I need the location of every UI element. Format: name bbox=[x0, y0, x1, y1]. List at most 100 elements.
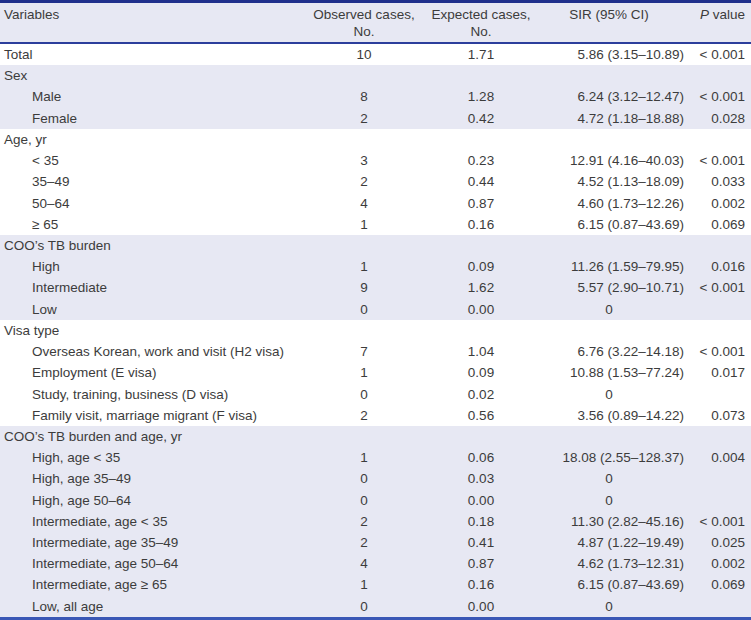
row-label: High, age 35–49 bbox=[0, 468, 300, 489]
sir-cell: 0 bbox=[534, 596, 684, 617]
observed-cell: 1 bbox=[300, 447, 428, 468]
expected-cell: 1.71 bbox=[428, 44, 534, 65]
observed-cell: 1 bbox=[300, 214, 428, 235]
table-row: Low 0 0.00 0 bbox=[0, 299, 751, 320]
row-label: High bbox=[0, 256, 300, 277]
pvalue-cell: 0.016 bbox=[684, 256, 751, 277]
sir-cell: 4.72 (1.18–18.88) bbox=[534, 108, 684, 129]
col-header-sir-ci: SIR (95% CI) bbox=[534, 3, 684, 42]
sir-cell: 0 bbox=[534, 299, 684, 320]
observed-cell bbox=[300, 65, 428, 86]
table-row: Age, yr bbox=[0, 129, 751, 150]
pvalue-cell: 0.002 bbox=[684, 553, 751, 574]
sir-cell: 11.30 (2.82–45.16) bbox=[534, 511, 684, 532]
sir-cell bbox=[534, 320, 684, 341]
observed-cell: 10 bbox=[300, 44, 428, 65]
pvalue-cell: < 0.001 bbox=[684, 44, 751, 65]
expected-cell: 0.00 bbox=[428, 490, 534, 511]
expected-cell: 0.23 bbox=[428, 150, 534, 171]
expected-cell: 0.56 bbox=[428, 405, 534, 426]
table-row: Visa type bbox=[0, 320, 751, 341]
observed-cell bbox=[300, 320, 428, 341]
row-label: Female bbox=[0, 108, 300, 129]
expected-cell: 0.41 bbox=[428, 532, 534, 553]
sir-cell bbox=[534, 129, 684, 150]
observed-cell: 2 bbox=[300, 532, 428, 553]
pvalue-cell: < 0.001 bbox=[684, 341, 751, 362]
expected-cell: 1.62 bbox=[428, 277, 534, 298]
row-label: ≥ 65 bbox=[0, 214, 300, 235]
table-row: Female 2 0.42 4.72 (1.18–18.88) 0.028 bbox=[0, 108, 751, 129]
row-label: Low bbox=[0, 299, 300, 320]
pvalue-cell: < 0.001 bbox=[684, 150, 751, 171]
sir-cell bbox=[534, 235, 684, 256]
sir-cell bbox=[534, 426, 684, 447]
pvalue-cell: 0.025 bbox=[684, 532, 751, 553]
sir-cell: 0 bbox=[534, 384, 684, 405]
observed-cell bbox=[300, 129, 428, 150]
expected-cell: 0.16 bbox=[428, 214, 534, 235]
expected-cell: 0.00 bbox=[428, 299, 534, 320]
observed-cell bbox=[300, 426, 428, 447]
pvalue-cell: 0.028 bbox=[684, 108, 751, 129]
pvalue-cell bbox=[684, 320, 751, 341]
row-group-label: Sex bbox=[0, 65, 300, 86]
expected-cell: 0.42 bbox=[428, 108, 534, 129]
sir-cell: 6.15 (0.87–43.69) bbox=[534, 214, 684, 235]
row-label: Family visit, marriage migrant (F visa) bbox=[0, 405, 300, 426]
table-row: High, age 50–64 0 0.00 0 bbox=[0, 490, 751, 511]
row-label: Intermediate, age ≥ 65 bbox=[0, 574, 300, 595]
pvalue-cell: 0.017 bbox=[684, 362, 751, 383]
table-row: Sex bbox=[0, 65, 751, 86]
sir-results-table: Variables Observed cases, No. Expected c… bbox=[0, 0, 751, 620]
table-row: Low, all age 0 0.00 0 bbox=[0, 596, 751, 617]
pvalue-cell: 0.004 bbox=[684, 447, 751, 468]
pvalue-cell bbox=[684, 65, 751, 86]
p-value-rest: value bbox=[709, 7, 745, 22]
observed-cell: 1 bbox=[300, 574, 428, 595]
row-label: Employment (E visa) bbox=[0, 362, 300, 383]
table-row: High, age < 35 1 0.06 18.08 (2.55–128.37… bbox=[0, 447, 751, 468]
pvalue-cell: 0.033 bbox=[684, 171, 751, 192]
pvalue-cell bbox=[684, 426, 751, 447]
row-label: < 35 bbox=[0, 150, 300, 171]
col-header-observed-cases: Observed cases, No. bbox=[300, 3, 428, 42]
expected-cell bbox=[428, 65, 534, 86]
row-label: Intermediate, age 50–64 bbox=[0, 553, 300, 574]
sir-cell: 3.56 (0.89–14.22) bbox=[534, 405, 684, 426]
observed-cell: 2 bbox=[300, 108, 428, 129]
table-row: Intermediate, age < 35 2 0.18 11.30 (2.8… bbox=[0, 511, 751, 532]
row-label: Intermediate bbox=[0, 277, 300, 298]
table-row: High, age 35–49 0 0.03 0 bbox=[0, 468, 751, 489]
observed-cell: 2 bbox=[300, 171, 428, 192]
sir-cell: 4.87 (1.22–19.49) bbox=[534, 532, 684, 553]
table-row: Male 8 1.28 6.24 (3.12–12.47) < 0.001 bbox=[0, 86, 751, 107]
col-header-variables: Variables bbox=[0, 3, 300, 42]
sir-cell: 5.57 (2.90–10.71) bbox=[534, 277, 684, 298]
table-row: < 35 3 0.23 12.91 (4.16–40.03) < 0.001 bbox=[0, 150, 751, 171]
table-row: Study, training, business (D visa) 0 0.0… bbox=[0, 384, 751, 405]
observed-cell: 1 bbox=[300, 256, 428, 277]
row-label: Intermediate, age 35–49 bbox=[0, 532, 300, 553]
sir-cell: 6.15 (0.87–43.69) bbox=[534, 574, 684, 595]
sir-cell: 0 bbox=[534, 490, 684, 511]
col-header-observed-line1: Observed cases, bbox=[300, 6, 428, 23]
pvalue-cell: 0.069 bbox=[684, 574, 751, 595]
expected-cell: 0.18 bbox=[428, 511, 534, 532]
table-row: High 1 0.09 11.26 (1.59–79.95) 0.016 bbox=[0, 256, 751, 277]
observed-cell: 1 bbox=[300, 362, 428, 383]
col-header-expected-cases: Expected cases, No. bbox=[428, 3, 534, 42]
expected-cell: 1.28 bbox=[428, 86, 534, 107]
sir-cell: 0 bbox=[534, 468, 684, 489]
expected-cell bbox=[428, 235, 534, 256]
observed-cell bbox=[300, 235, 428, 256]
table-row: COO’s TB burden bbox=[0, 235, 751, 256]
row-group-label: Age, yr bbox=[0, 129, 300, 150]
col-header-expected-line1: Expected cases, bbox=[428, 6, 534, 23]
pvalue-cell: < 0.001 bbox=[684, 86, 751, 107]
expected-cell: 0.00 bbox=[428, 596, 534, 617]
sir-cell: 6.24 (3.12–12.47) bbox=[534, 86, 684, 107]
pvalue-cell bbox=[684, 299, 751, 320]
observed-cell: 0 bbox=[300, 596, 428, 617]
observed-cell: 4 bbox=[300, 193, 428, 214]
